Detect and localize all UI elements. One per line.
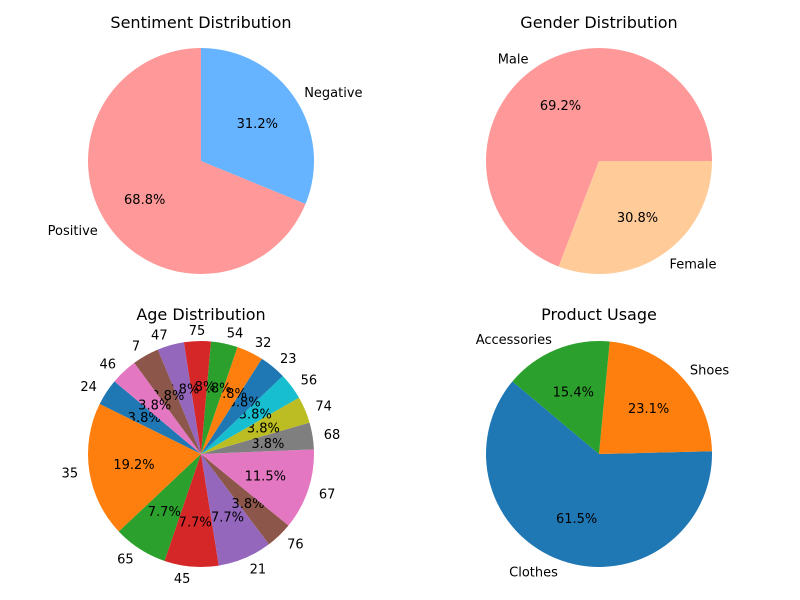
age-slice-7 xyxy=(134,349,201,454)
age-slice-54-label: 54 xyxy=(227,326,244,341)
age-slice-56-percent: 3.8% xyxy=(239,407,272,422)
sentiment-slice-negative-percent: 31.2% xyxy=(237,117,278,132)
age-slice-46-label: 46 xyxy=(99,357,116,372)
age-slice-56-label: 56 xyxy=(301,374,318,389)
age-slice-46-percent: 3.8% xyxy=(138,399,171,414)
age-slice-21-percent: 7.7% xyxy=(211,510,244,525)
age-slice-67-percent: 11.5% xyxy=(245,470,286,485)
age-slice-76 xyxy=(201,454,289,545)
age-slice-76-percent: 3.8% xyxy=(231,497,264,512)
age-slice-68-label: 68 xyxy=(324,428,341,443)
age-slice-21 xyxy=(201,454,269,566)
age-slice-35-percent: 19.2% xyxy=(113,458,154,473)
age-slice-21-label: 21 xyxy=(250,562,267,577)
gender-slice-male-percent: 69.2% xyxy=(540,99,581,114)
age-slice-74-percent: 3.8% xyxy=(247,422,280,437)
age-slice-24 xyxy=(99,381,201,454)
age-pie-chart: 24 3.8% 35 19.2% 65 7.7% 45 7.7% 21 7.7% 76 3.8% 67 1… xyxy=(62,305,341,587)
age-slice-75-label: 75 xyxy=(189,324,206,339)
gender-slice-female-percent: 30.8% xyxy=(617,211,658,226)
age-slice-54 xyxy=(201,341,238,454)
sentiment-slice-positive-label: Positive xyxy=(48,224,98,239)
age-slice-65 xyxy=(118,454,201,561)
gender-chart-title: Gender Distribution xyxy=(520,13,677,32)
age-slice-35-label: 35 xyxy=(62,466,79,481)
gender-slice-male-label: Male xyxy=(498,53,529,68)
age-slice-46 xyxy=(114,362,201,454)
product-usage-slice-shoes xyxy=(599,341,712,454)
age-slice-7-label: 7 xyxy=(132,340,140,355)
product-usage-slice-accessories xyxy=(512,341,610,454)
age-slice-75 xyxy=(183,340,211,454)
product-usage-slice-clothes-label: Clothes xyxy=(509,565,558,580)
product-usage-slice-clothes-percent: 61.5% xyxy=(556,512,597,527)
age-slice-65-label: 65 xyxy=(117,553,134,568)
gender-slice-female-label: Female xyxy=(670,257,717,272)
product-usage-pie-chart: Clothes 61.5% Shoes 23.1% Accessories 15.4% Pr… xyxy=(476,305,730,580)
age-slice-45-label: 45 xyxy=(174,572,191,587)
age-slice-45-percent: 7.7% xyxy=(179,516,212,531)
age-slice-74 xyxy=(201,397,310,454)
age-slice-65-percent: 7.7% xyxy=(148,505,181,520)
age-slice-56 xyxy=(201,375,299,454)
age-slice-23-label: 23 xyxy=(280,352,297,367)
product-usage-slice-shoes-label: Shoes xyxy=(690,363,729,378)
age-slice-67-label: 67 xyxy=(319,487,336,502)
sentiment-slice-negative-label: Negative xyxy=(304,86,362,101)
sentiment-slice-positive xyxy=(87,47,306,274)
age-slice-24-label: 24 xyxy=(80,380,97,395)
age-slice-67 xyxy=(201,449,314,526)
product-usage-slice-accessories-percent: 15.4% xyxy=(553,385,594,400)
product-usage-slice-shoes-percent: 23.1% xyxy=(628,402,669,417)
gender-slice-female xyxy=(558,161,712,274)
product-usage-chart-title: Product Usage xyxy=(541,305,657,324)
product-usage-slice-clothes xyxy=(486,381,713,568)
sentiment-pie-chart: Positive 68.8% Negative 31.2% Sentiment Dist… xyxy=(48,13,363,274)
age-slice-68 xyxy=(201,422,314,454)
gender-pie-chart: Male 69.2% Female 30.8% Gender Distribution xyxy=(485,13,717,274)
age-slice-32-label: 32 xyxy=(255,336,272,351)
age-slice-45 xyxy=(164,454,219,568)
age-slice-32 xyxy=(201,347,262,454)
age-slice-74-label: 74 xyxy=(315,399,332,414)
sentiment-chart-title: Sentiment Distribution xyxy=(110,13,291,32)
sentiment-slice-positive-percent: 68.8% xyxy=(124,193,165,208)
age-slice-68-percent: 3.8% xyxy=(251,437,284,452)
age-slice-47 xyxy=(157,342,201,454)
gender-slice-male xyxy=(485,47,713,267)
age-chart-title: Age Distribution xyxy=(136,305,265,324)
age-slice-76-label: 76 xyxy=(287,538,304,553)
age-slice-47-label: 47 xyxy=(151,328,168,343)
age-slice-35 xyxy=(87,404,201,532)
product-usage-slice-accessories-label: Accessories xyxy=(476,333,552,348)
sentiment-slice-negative xyxy=(201,48,314,204)
age-slice-23 xyxy=(201,358,283,454)
